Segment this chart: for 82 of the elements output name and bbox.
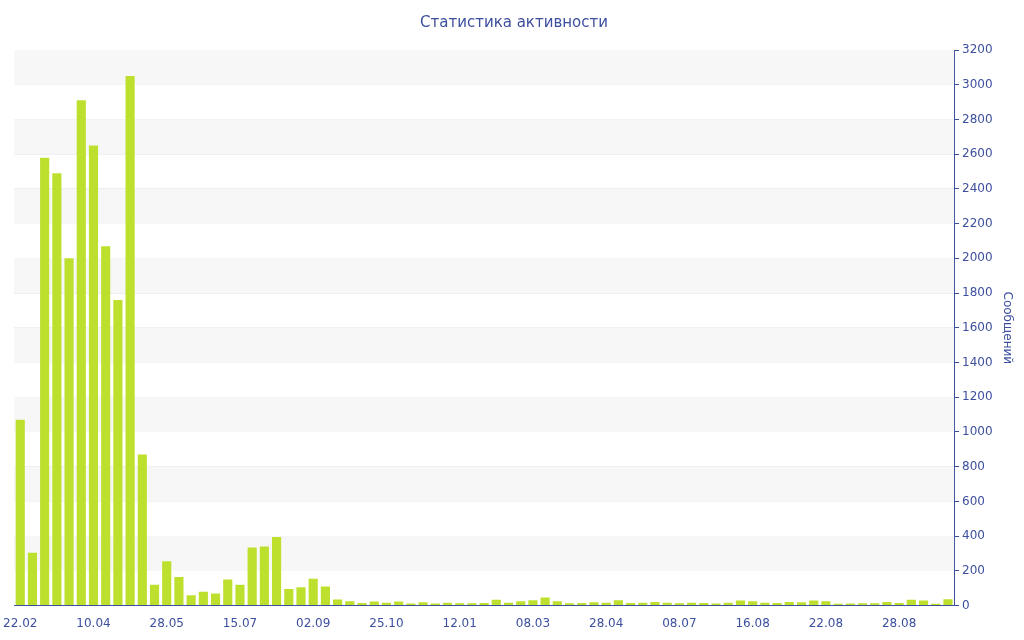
bar	[821, 601, 831, 606]
y-tick-label: 2000	[962, 250, 993, 265]
bar	[748, 601, 758, 606]
y-tick-label: 2200	[962, 215, 993, 230]
bar	[259, 546, 269, 606]
x-tick-label: 12.01	[442, 615, 477, 630]
bar	[15, 419, 25, 606]
y-tick-label: 0	[962, 597, 970, 612]
bar	[357, 603, 367, 606]
y-tick-label: 400	[962, 528, 985, 543]
x-tick-label: 08.07	[662, 615, 697, 630]
bar	[479, 603, 489, 606]
chart-title: Статистика активности	[420, 12, 608, 31]
bar	[125, 76, 135, 606]
bar	[491, 599, 501, 606]
bar	[88, 145, 99, 606]
bar	[113, 300, 123, 606]
x-tick-label: 28.08	[881, 615, 917, 630]
bar	[198, 591, 208, 606]
bar	[796, 602, 807, 606]
bar	[650, 601, 660, 606]
x-tick-label: 22.08	[808, 615, 844, 630]
x-tick-label: 28.05	[149, 615, 184, 630]
bar	[906, 599, 916, 606]
bar	[540, 597, 550, 606]
bar	[223, 579, 233, 606]
bar	[137, 454, 147, 606]
bar	[186, 595, 196, 606]
bar	[943, 599, 953, 606]
y-tick-label: 1400	[962, 354, 993, 369]
x-tick-label: 10.04	[76, 615, 111, 630]
y-tick-label: 3000	[962, 76, 993, 91]
bar	[272, 537, 282, 606]
bar	[552, 601, 562, 606]
y-tick-label: 800	[962, 458, 985, 473]
bar	[345, 601, 355, 606]
bar	[784, 601, 794, 606]
bar	[577, 603, 587, 606]
bar	[772, 603, 782, 606]
y-tick-label: 3200	[962, 42, 993, 57]
x-tick-label: 08.03	[515, 615, 551, 630]
bar	[64, 258, 74, 606]
y-tick-label: 2800	[962, 111, 993, 126]
y-tick-label: 1600	[962, 319, 993, 334]
bar	[101, 246, 111, 606]
bar	[174, 576, 184, 606]
bar	[613, 600, 623, 606]
bar	[320, 586, 330, 606]
x-tick-label: 22.02	[3, 615, 38, 630]
x-tick-label: 16.08	[735, 615, 770, 630]
bar	[40, 157, 50, 606]
x-tick-label: 28.04	[588, 615, 624, 630]
bar	[528, 600, 538, 606]
bar	[894, 603, 904, 606]
bar	[284, 589, 294, 606]
bar	[882, 601, 892, 606]
bar	[589, 602, 599, 606]
bar	[626, 603, 636, 606]
bar	[296, 587, 306, 606]
bar	[418, 602, 428, 606]
y-tick-label: 2400	[962, 181, 993, 196]
y-axis-title: Сообщений	[1000, 291, 1015, 365]
x-tick-label: 25.10	[369, 615, 404, 630]
x-tick-label: 02.09	[296, 615, 331, 630]
y-tick-label: 1800	[962, 285, 993, 300]
bar	[27, 552, 38, 606]
bar	[699, 603, 709, 606]
bar	[308, 578, 318, 606]
y-tick-label: 1000	[962, 424, 993, 439]
bar	[235, 584, 245, 606]
y-tick-label: 2600	[962, 146, 993, 161]
bar	[162, 561, 172, 606]
bar	[247, 547, 257, 606]
bar	[210, 593, 221, 606]
y-tick-label: 200	[962, 563, 985, 577]
bar	[149, 584, 160, 606]
bar	[52, 173, 62, 606]
y-tick-label: 1200	[962, 389, 993, 404]
x-tick-label: 15.07	[222, 615, 258, 630]
y-tick-label: 600	[962, 493, 985, 508]
bar	[516, 601, 526, 606]
bar	[76, 100, 86, 606]
